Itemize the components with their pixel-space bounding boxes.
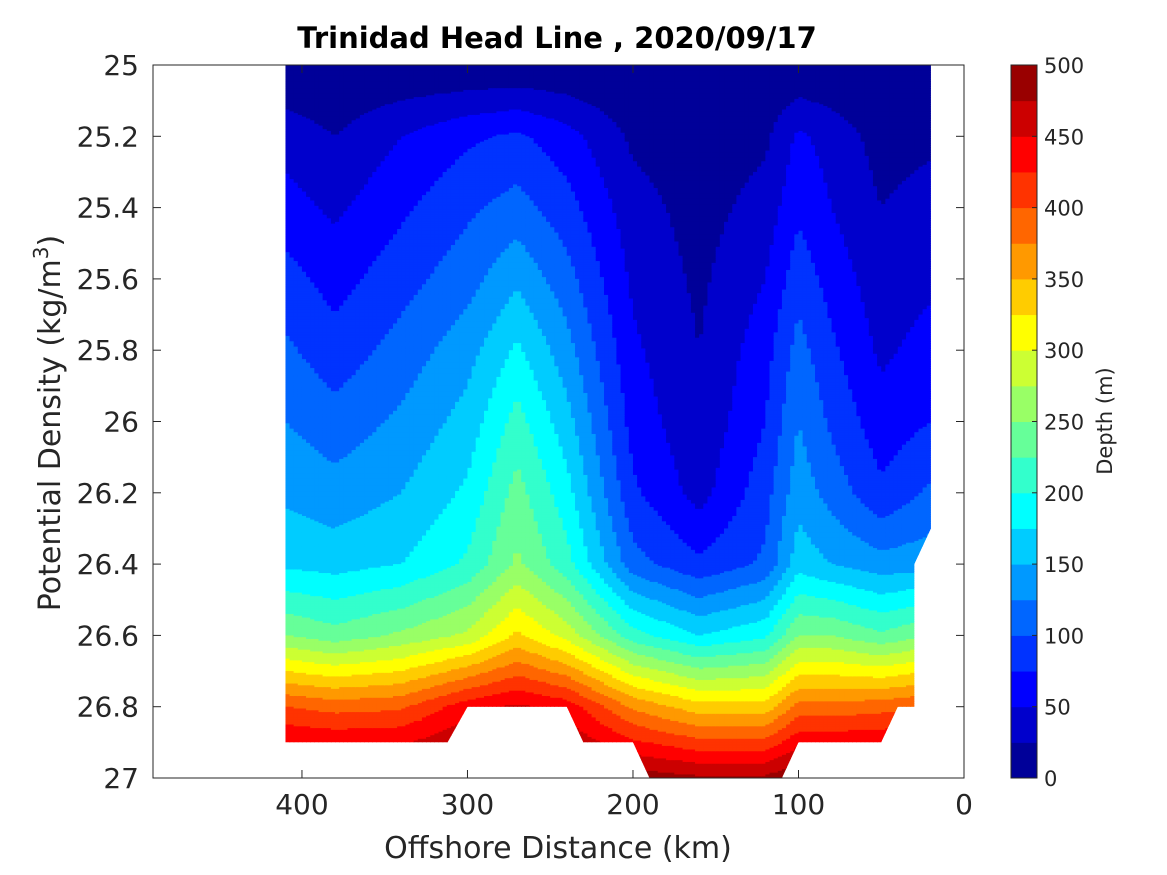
contour-cell (285, 760, 290, 762)
contour-cell (285, 749, 290, 751)
contour-cell (285, 764, 290, 766)
contour-chart: Trinidad Head Line , 2020/09/17 400 300 20… (0, 0, 1167, 875)
contour-cell (285, 753, 290, 755)
contour-cell (285, 758, 290, 760)
contour-cell (285, 773, 290, 775)
contour-cell (285, 762, 290, 764)
contour-cell (285, 769, 290, 771)
contour-fill (285, 65, 931, 779)
plot-area (285, 65, 931, 779)
contour-cell (285, 771, 290, 773)
contour-cell (285, 742, 290, 744)
contour-cell (285, 746, 290, 748)
contour-cell (285, 744, 290, 746)
chart-title: Trinidad Head Line , 2020/09/17 (297, 21, 817, 55)
contour-cell (285, 751, 290, 753)
contour-cell (285, 755, 290, 757)
contour-cell (285, 767, 290, 769)
contour-cell (285, 766, 290, 768)
contour-cell (285, 741, 290, 743)
contour-cell (285, 774, 290, 776)
contour-cell (285, 748, 290, 750)
contour-cell (285, 757, 290, 759)
